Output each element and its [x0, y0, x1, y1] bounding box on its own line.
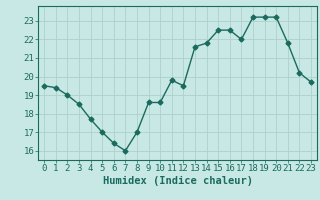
- X-axis label: Humidex (Indice chaleur): Humidex (Indice chaleur): [103, 176, 252, 186]
